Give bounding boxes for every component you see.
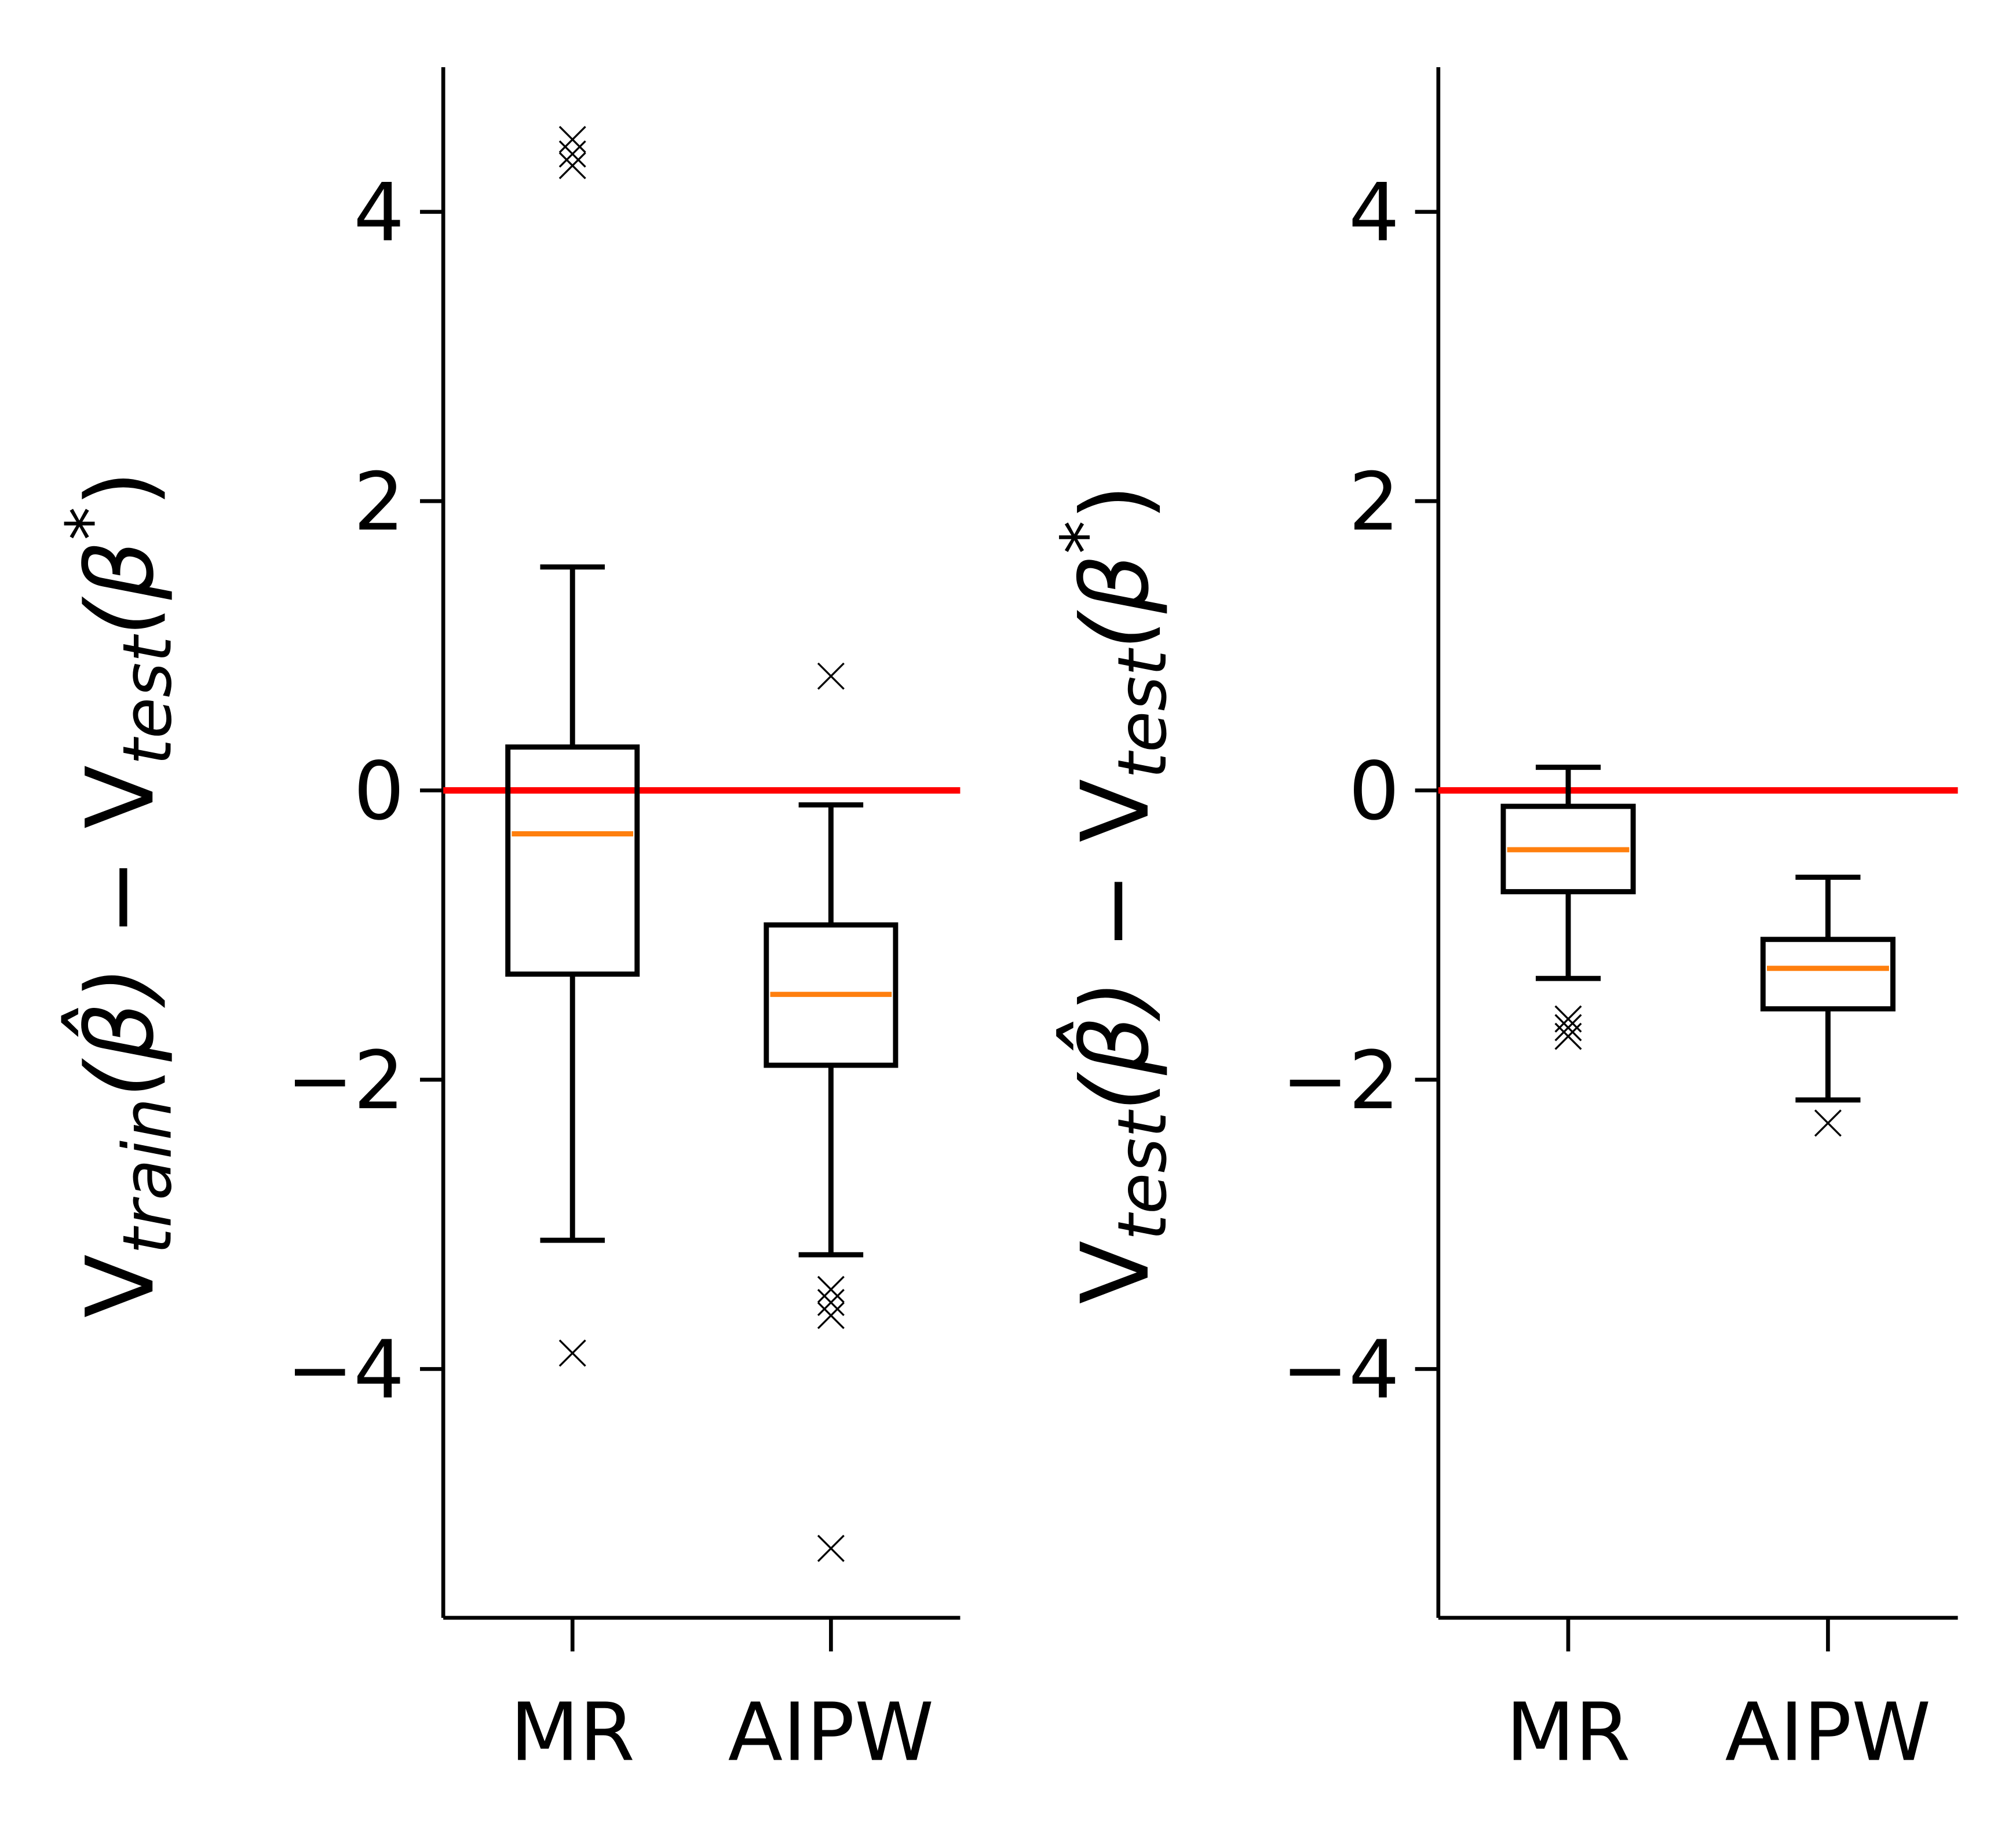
y-tick-label: −4 [286, 1324, 404, 1417]
flier [817, 1534, 845, 1562]
y-axis-label-part: * [52, 507, 130, 540]
panel: −4 −2 0 2 4 MR AIPW Vtrain(β̂) − Vtest(β*) [52, 67, 960, 1779]
y-axis-label-part: * [1047, 521, 1125, 554]
y-axis-label-part: − V [66, 765, 174, 966]
y-axis-label-part: V [66, 1254, 174, 1318]
x-tick-label: MR [1506, 1686, 1630, 1779]
x-tick-label: MR [510, 1686, 635, 1779]
y-axis-label-part: test [1104, 647, 1182, 779]
box [764, 922, 899, 1068]
box [1500, 803, 1636, 894]
y-tick-label: 4 [353, 166, 404, 260]
flier [817, 1275, 845, 1303]
flier [817, 1289, 845, 1317]
y-axis-label-part: (β̂) [61, 966, 174, 1098]
flier [1554, 1022, 1582, 1050]
box [505, 744, 640, 977]
y-axis-label: Vtest(β̂) − Vtest(β*) [1047, 484, 1182, 1304]
flier [817, 1302, 845, 1329]
y-axis-label-part: test [108, 634, 187, 765]
y-tick-label: −2 [1281, 1034, 1400, 1127]
y-axis-label-part: train [108, 1098, 187, 1254]
y-tick-label: 2 [1349, 455, 1400, 549]
y-tick-label: −2 [286, 1034, 404, 1127]
x-tick-label: AIPW [1725, 1686, 1931, 1779]
y-tick-label: −4 [1281, 1324, 1400, 1417]
flier [558, 1339, 586, 1367]
y-axis-label-part: V [1061, 1241, 1170, 1304]
y-tick-label: 0 [353, 745, 404, 838]
flier [558, 126, 586, 154]
y-axis-label-part: test [1104, 1109, 1182, 1240]
flier [558, 152, 586, 180]
y-axis-label-part: (β [66, 540, 174, 636]
y-tick-label: 0 [1349, 745, 1400, 838]
y-axis-label-part: (β̂) [1056, 980, 1170, 1112]
flier [558, 140, 586, 168]
y-axis-label: Vtrain(β̂) − Vtest(β*) [52, 470, 187, 1318]
y-axis-label-part: ) [66, 470, 174, 507]
flier [1554, 1014, 1582, 1041]
y-axis-label-part: − V [1061, 779, 1170, 980]
y-axis-label-part: (β [1061, 554, 1170, 650]
flier [1814, 1109, 1842, 1137]
x-tick-label: AIPW [728, 1686, 934, 1779]
y-tick-label: 4 [1349, 166, 1400, 260]
y-axis-label-part: ) [1061, 484, 1170, 521]
box [1760, 937, 1896, 1012]
flier [817, 662, 845, 690]
y-tick-label: 2 [353, 455, 404, 549]
